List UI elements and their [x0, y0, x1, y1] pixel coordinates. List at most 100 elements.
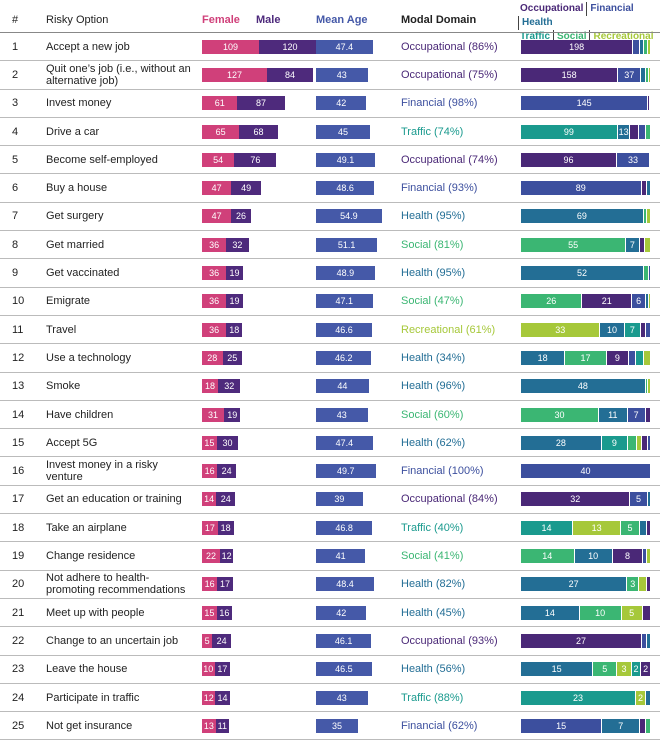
risky-option: Not get insurance: [46, 719, 133, 732]
row-number: 18: [12, 521, 25, 534]
modal-domain: Financial (98%): [401, 97, 478, 110]
segment-label: 21: [601, 296, 612, 307]
row-number: 23: [12, 663, 25, 676]
female-bar: 28: [202, 350, 223, 365]
domain-segment: [627, 435, 637, 450]
male-bar: 18: [226, 322, 243, 337]
domain-segment: [646, 124, 651, 139]
segment-label: 10: [588, 551, 599, 562]
risky-option: Change residence: [46, 550, 136, 563]
domain-segment: 89: [521, 181, 642, 196]
modal-domain: Financial (93%): [401, 182, 478, 195]
female-bar: 12: [202, 690, 216, 705]
segment-label: 13: [618, 126, 629, 137]
male-bar: 84: [267, 67, 313, 82]
mean-age-bar: 46.5: [316, 662, 372, 677]
mean-age-bar: 44: [316, 379, 369, 394]
risky-option: Become self-employed: [46, 153, 158, 166]
domain-segment: [647, 492, 651, 507]
domain-segment: 7: [602, 718, 641, 733]
segment-label: 40: [580, 466, 591, 477]
legend: Occupational Financial Health Traffic Social…: [518, 2, 660, 44]
domain-segment: [640, 718, 646, 733]
segment-label: 8: [625, 551, 631, 562]
segment-label: 9: [614, 352, 620, 363]
domain-segment: 7: [626, 237, 640, 252]
domain-bar: 18 17 9: [521, 350, 651, 365]
segment-label: 69: [576, 211, 587, 222]
risky-option: Get an education or training: [46, 493, 182, 506]
table-row: 17 Get an education or training 14 24 39 Occu…: [0, 486, 660, 515]
domain-segment: [645, 407, 651, 422]
female-bar: 61: [202, 96, 238, 111]
segment-label: 99: [563, 126, 574, 137]
risky-option: Use a technology: [46, 351, 131, 364]
female-bar: 5: [202, 633, 213, 648]
table-row: 19 Change residence 22 12 41 Social (41%) 14 10…: [0, 542, 660, 571]
male-bar: 24: [212, 633, 232, 648]
segment-label: 198: [569, 41, 585, 52]
modal-domain: Occupational (86%): [401, 40, 498, 53]
domain-bar: 26 21 6: [521, 294, 651, 309]
table-row: 22 Change to an uncertain job 5 24 46.1 Occup…: [0, 627, 660, 656]
male-bar: 17: [214, 662, 231, 677]
segment-label: 11: [608, 409, 618, 420]
domain-segment: [646, 67, 650, 82]
segment-label: 2: [637, 692, 643, 703]
male-bar: 24: [217, 464, 236, 479]
male-bar: 18: [217, 520, 234, 535]
modal-domain: Financial (100%): [401, 465, 484, 478]
table-row: 16 Invest money in a risky venture 16 24 49.…: [0, 458, 660, 486]
modal-domain: Health (56%): [401, 663, 466, 676]
domain-segment: [648, 96, 651, 111]
segment-label: 2: [633, 664, 639, 675]
domain-bar: 40: [521, 464, 651, 479]
domain-segment: [636, 350, 644, 365]
male-bar: 19: [223, 407, 241, 422]
row-number: 19: [12, 550, 25, 563]
domain-bar: 14 10 8: [521, 549, 651, 564]
mean-age-bar: 46.1: [316, 633, 372, 648]
domain-segment: 7: [627, 407, 646, 422]
domain-segment: 14: [521, 605, 580, 620]
female-bar: 16: [202, 464, 218, 479]
domain-bar: 69: [521, 209, 651, 224]
risky-option: Have children: [46, 408, 114, 421]
segment-label: 14: [542, 551, 553, 562]
risky-option: Get married: [46, 238, 105, 251]
segment-label: 37: [624, 69, 635, 80]
segment-label: 14: [541, 522, 552, 533]
row-number: 16: [12, 465, 25, 478]
domain-segment: [650, 96, 652, 111]
row-number: 8: [12, 238, 19, 251]
mean-age-bar: 49.1: [316, 152, 375, 167]
risky-option: Accept a new job: [46, 40, 130, 53]
domain-bar: 14 13 5: [521, 520, 651, 535]
row-number: 13: [12, 380, 25, 393]
domain-segment: 33: [617, 152, 650, 167]
row-number: 10: [12, 295, 25, 308]
risky-option: Invest money in a risky venture: [46, 459, 158, 484]
segment-label: 5: [627, 522, 633, 533]
segment-label: 13: [591, 522, 602, 533]
risky-option: Invest money: [46, 97, 112, 110]
row-number: 15: [12, 436, 25, 449]
risky-option: Participate in traffic: [46, 691, 140, 704]
modal-domain: Health (45%): [401, 606, 466, 619]
domain-segment: 198: [521, 39, 634, 54]
row-number: 5: [12, 153, 19, 166]
domain-segment: 11: [599, 407, 628, 422]
row-number: 3: [12, 97, 19, 110]
domain-segment: [645, 237, 651, 252]
domain-segment: 26: [521, 294, 583, 309]
risky-option: Take an airplane: [46, 521, 127, 534]
domain-segment: [633, 39, 640, 54]
mean-age-bar: 48.9: [316, 266, 375, 281]
domain-segment: [639, 520, 648, 535]
risky-option: Quit one’s job (i.e., without an alterna…: [46, 62, 191, 87]
domain-bar: 198: [521, 39, 651, 54]
domain-segment: 10: [579, 605, 622, 620]
domain-segment: 13: [573, 520, 622, 535]
domain-segment: [642, 435, 649, 450]
domain-bar: 89: [521, 181, 651, 196]
